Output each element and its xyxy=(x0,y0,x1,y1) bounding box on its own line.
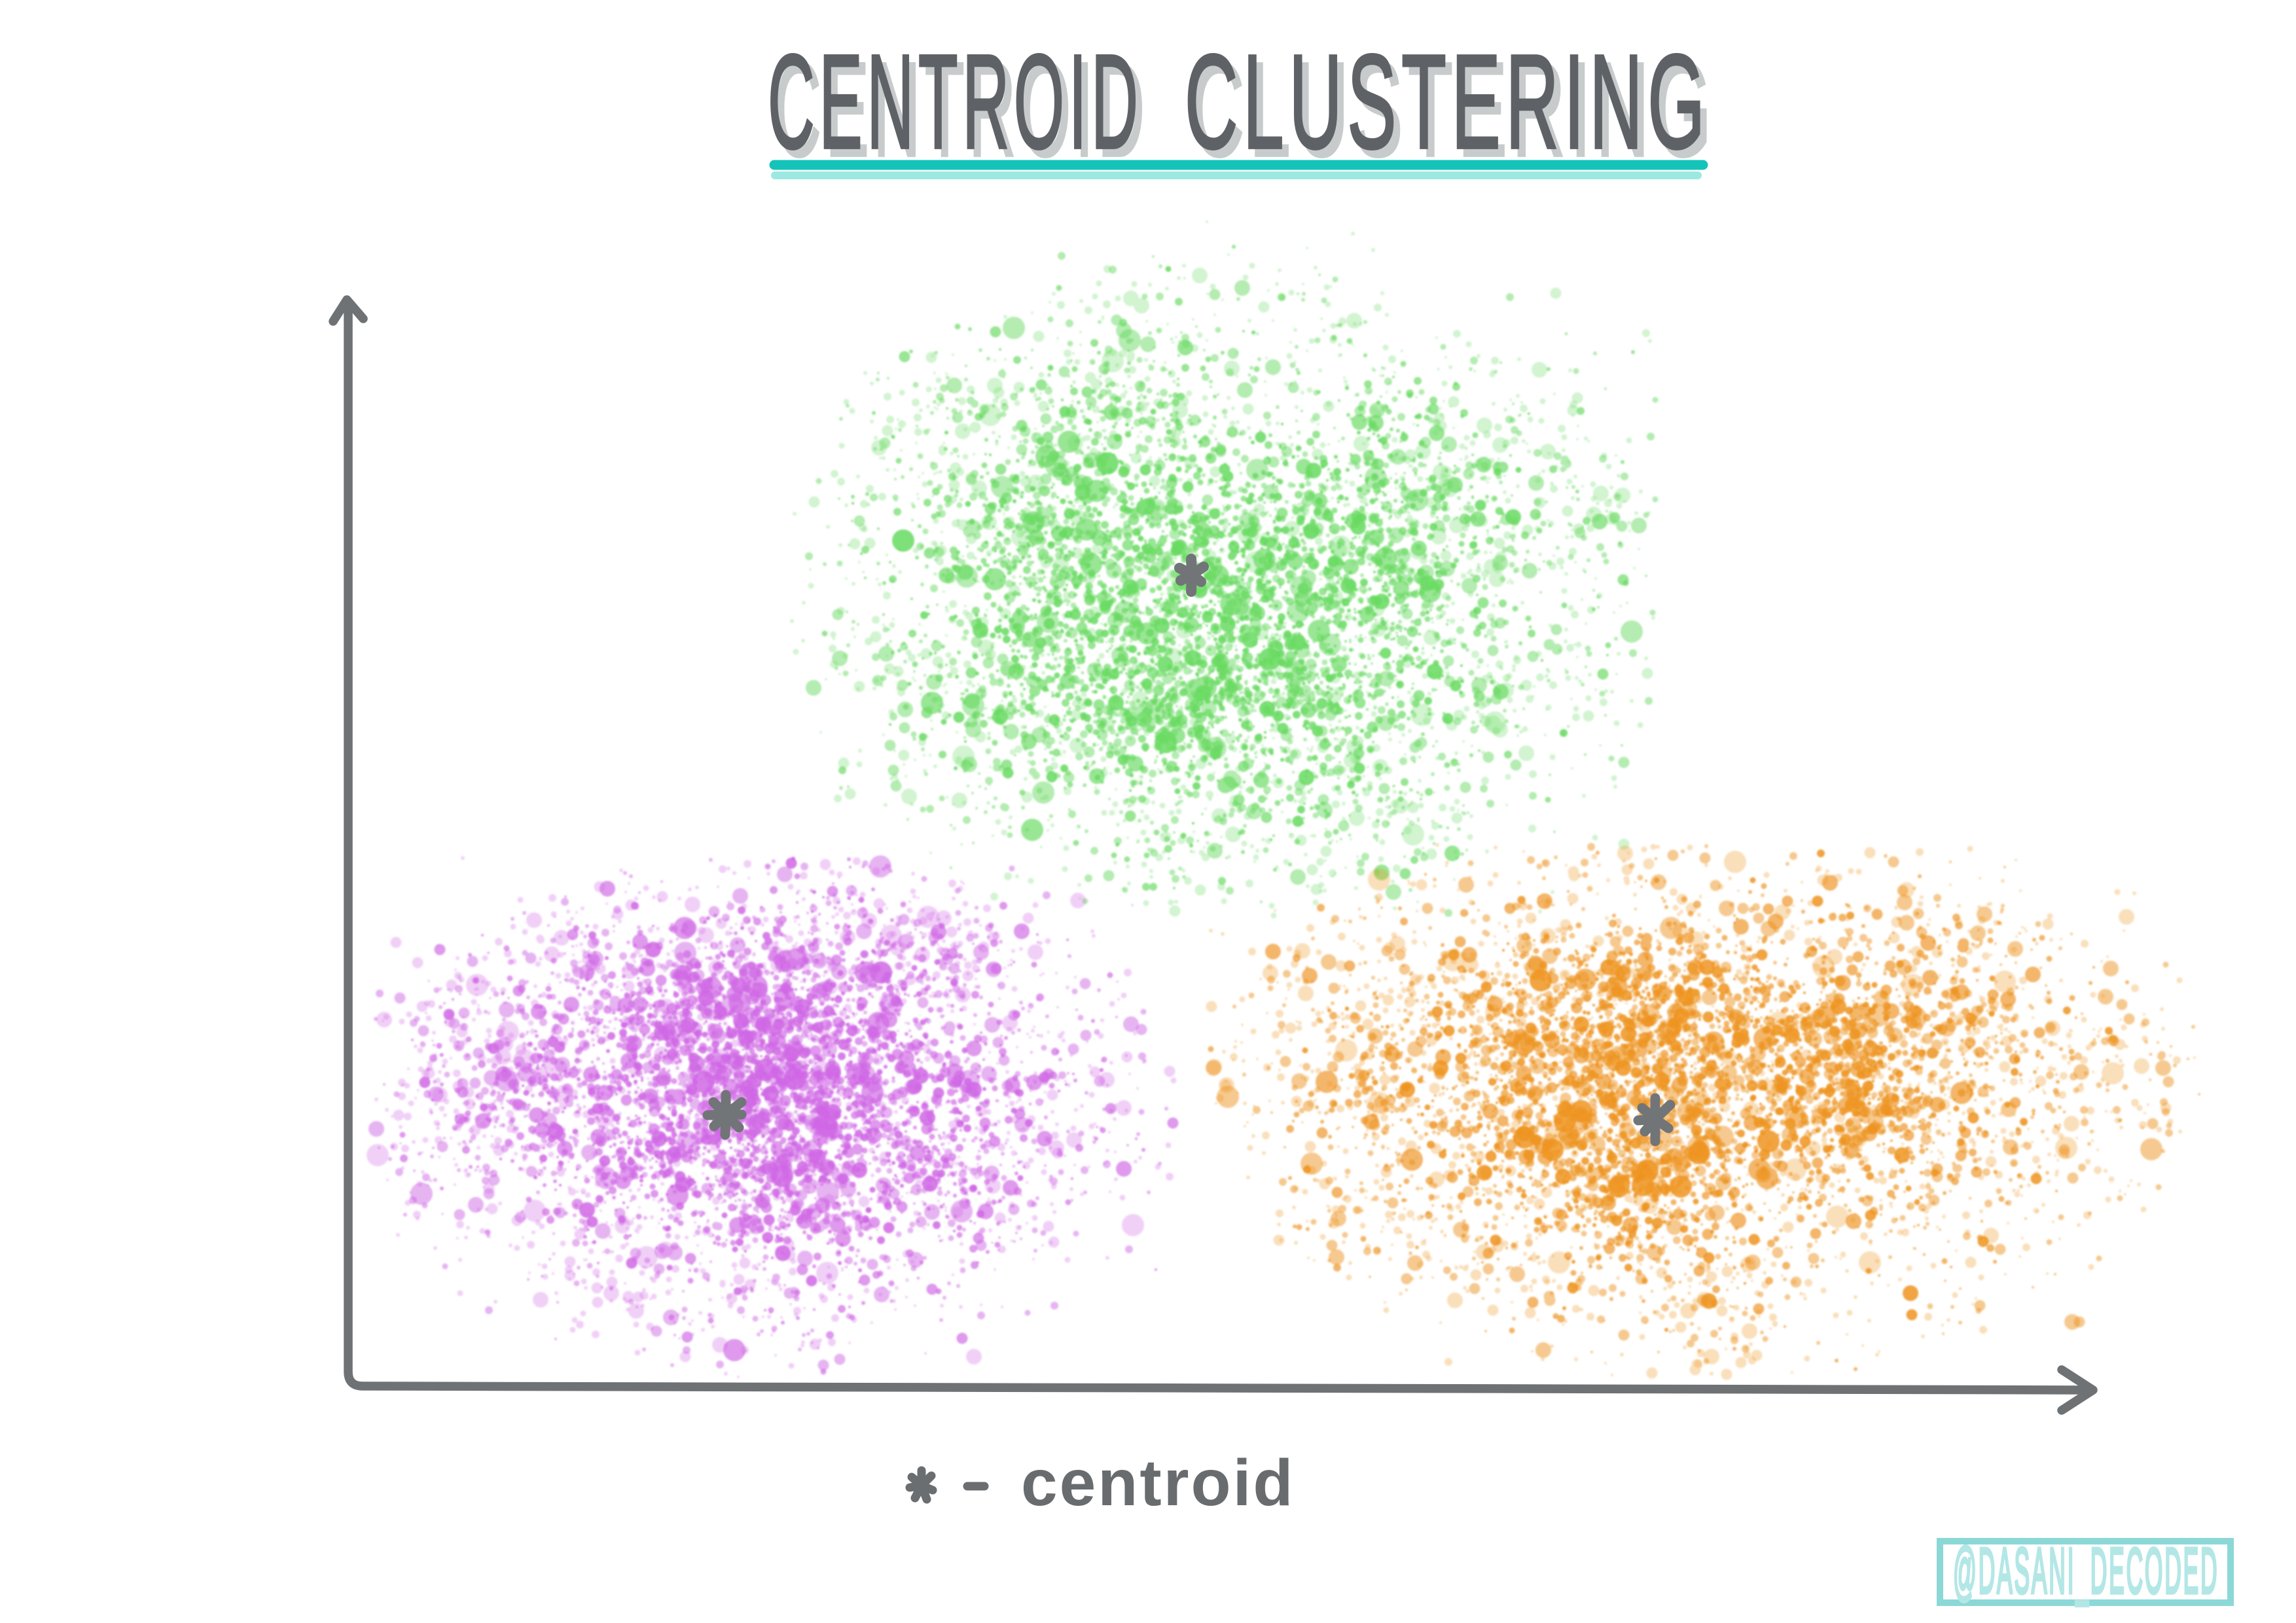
svg-text:@DASANI_DECODED: @DASANI_DECODED xyxy=(1953,1535,2219,1607)
svg-text:CENTROID: CENTROID xyxy=(768,27,1143,177)
svg-text:centroid: centroid xyxy=(1021,1446,1295,1520)
svg-text:CLUSTERING: CLUSTERING xyxy=(1185,27,1710,177)
svg-text:CENTROID: CENTROID xyxy=(774,35,1149,185)
